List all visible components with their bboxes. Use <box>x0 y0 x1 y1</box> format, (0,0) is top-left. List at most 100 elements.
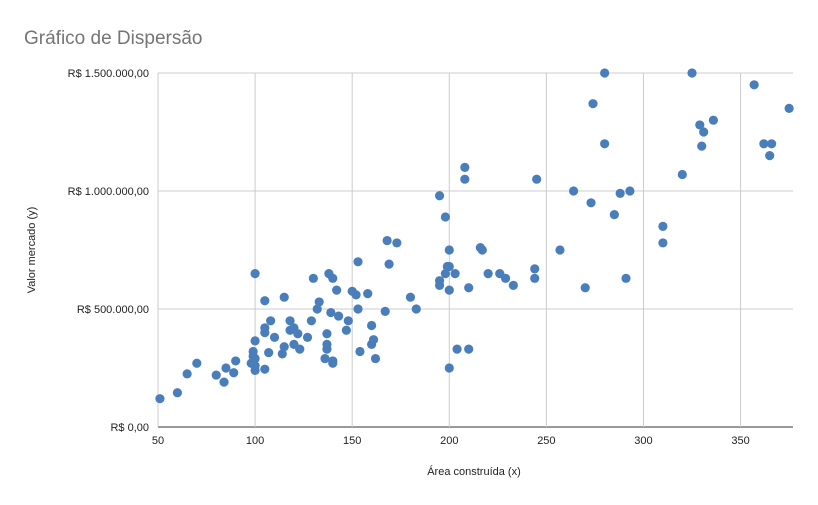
scatter-point <box>380 306 390 316</box>
scatter-point <box>308 273 318 283</box>
scatter-point <box>687 68 697 78</box>
scatter-point <box>440 212 451 222</box>
scatter-point <box>444 261 454 272</box>
scatter-point <box>351 290 361 300</box>
scatter-point <box>353 257 363 267</box>
scatter-point <box>695 120 705 130</box>
scatter-point <box>580 283 590 293</box>
scatter-point <box>477 245 487 255</box>
scatter-point <box>368 335 379 345</box>
scatter-point <box>452 344 462 354</box>
scatter-point <box>530 264 540 274</box>
scatter-point <box>306 316 317 326</box>
x-tick-label: 150 <box>343 435 361 447</box>
scatter-point <box>155 394 165 404</box>
scatter-point <box>172 388 183 398</box>
scatter-point <box>464 344 474 354</box>
x-axis-label: Área construída (x) <box>427 465 521 478</box>
x-tick-label: 50 <box>152 435 164 447</box>
scatter-point <box>279 292 289 302</box>
scatter-point <box>182 369 192 379</box>
scatter-point <box>285 316 295 326</box>
scatter-point <box>384 259 394 269</box>
scatter-point <box>625 186 635 196</box>
scatter-point <box>697 141 707 151</box>
scatter-point <box>322 344 332 354</box>
scatter-point <box>353 304 363 314</box>
scatter-point <box>600 68 610 78</box>
scatter-point <box>248 346 258 357</box>
scatter-point <box>221 363 231 373</box>
scatter-point <box>355 346 365 357</box>
y-tick-label: R$ 0,00 <box>110 422 149 434</box>
y-tick-label: R$ 1.500.000,00 <box>68 68 149 80</box>
scatter-point <box>765 151 775 161</box>
scatter-point <box>279 342 289 352</box>
scatter-point <box>367 320 377 331</box>
scatter-point <box>295 344 305 354</box>
scatter-point <box>250 353 260 364</box>
scatter-point <box>460 174 470 184</box>
scatter-point <box>320 353 330 364</box>
scatter-point <box>260 364 270 374</box>
scatter-point <box>708 115 718 125</box>
chart-title: Gráfico de Dispersão <box>24 28 202 49</box>
scatter-point <box>343 316 353 326</box>
x-tick-label: 100 <box>246 435 264 447</box>
scatter-point <box>314 297 324 307</box>
scatter-point <box>532 174 542 184</box>
scatter-point <box>260 296 270 306</box>
scatter-point <box>382 235 392 246</box>
scatter-point <box>749 80 759 90</box>
x-tick-label: 300 <box>634 435 652 447</box>
scatter-point <box>333 311 344 321</box>
scatter-point <box>341 325 351 335</box>
scatter-point <box>332 285 342 295</box>
scatter-point <box>363 289 373 299</box>
scatter-point <box>658 221 668 231</box>
scatter-point <box>508 280 518 290</box>
scatter-point <box>483 269 493 279</box>
scatter-point <box>322 329 332 339</box>
scatter-point <box>434 280 445 290</box>
x-tick-label: 250 <box>537 435 555 447</box>
scatter-point <box>312 304 322 314</box>
scatter-point <box>250 365 260 375</box>
y-axis-label: Valor mercado (y) <box>26 207 38 294</box>
y-tick-label: R$ 500.000,00 <box>77 304 149 316</box>
scatter-point <box>434 191 445 201</box>
scatter-point <box>500 273 511 283</box>
scatter-point <box>277 349 287 359</box>
scatter-point <box>588 99 598 109</box>
scatter-point <box>231 356 241 366</box>
scatter-point <box>326 307 336 318</box>
scatter-point <box>784 103 794 113</box>
gridlines <box>157 72 793 428</box>
scatter-point <box>658 238 668 248</box>
scatter-point <box>211 370 221 380</box>
data-points <box>155 68 794 404</box>
scatter-point <box>250 336 260 346</box>
scatter-point <box>392 238 402 248</box>
scatter-point <box>250 269 260 279</box>
scatter-point <box>600 139 610 149</box>
axis-ticks: R$ 0,00 R$ 500.000,00 R$ 1.000.000,00 R$ 1.… <box>68 68 750 447</box>
scatter-point <box>450 269 460 279</box>
scatter-point <box>677 169 687 180</box>
scatter-point <box>460 162 470 172</box>
scatter-point <box>328 358 338 368</box>
scatter-point <box>264 348 274 358</box>
scatter-point <box>759 139 769 149</box>
scatter-point <box>229 368 239 378</box>
y-tick-label: R$ 1.000.000,00 <box>68 186 149 198</box>
scatter-point <box>444 245 454 255</box>
scatter-point <box>699 127 709 137</box>
scatter-point <box>260 328 270 338</box>
x-tick-label: 200 <box>440 435 458 447</box>
x-tick-label: 350 <box>731 435 749 447</box>
scatter-point <box>555 245 565 255</box>
scatter-point <box>444 285 454 295</box>
scatter-point <box>530 273 540 283</box>
scatter-point <box>609 210 619 220</box>
